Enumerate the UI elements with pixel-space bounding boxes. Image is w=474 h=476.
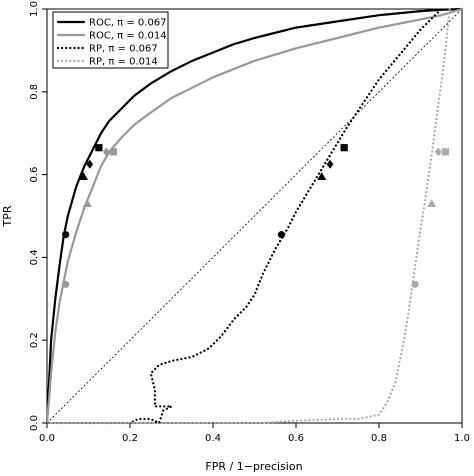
series-layer [45,7,464,425]
diagonal-reference-line [46,8,463,424]
circle-marker-5 [62,280,70,288]
y-tick-label-4: 0.8 [29,84,40,100]
x-axis-ticks: 0.0 0.2 0.4 0.6 0.8 1.0 [39,423,470,444]
x-tick-label-0: 0.0 [39,433,55,444]
series-line-4 [45,7,451,425]
y-tick-label-1: 0.2 [29,332,40,348]
x-tick-label-1: 0.2 [122,433,138,444]
triangle-marker-14 [427,199,437,207]
legend-entry-1: ROC, π = 0.067 [89,18,167,29]
y-tick-label-3: 0.6 [29,167,40,183]
series-line-2 [45,7,464,425]
y-tick-label-0: 0.0 [29,415,40,431]
square-marker-12 [340,144,348,152]
y-axis-ticks: 0.0 0.2 0.4 0.6 0.8 1.0 [29,1,47,431]
plot-frame [46,8,463,424]
legend-entry-2: ROC, π = 0.014 [89,31,167,42]
square-marker-16 [441,148,449,156]
diamond-marker-15 [434,147,442,157]
y-tick-label-5: 1.0 [29,1,40,17]
triangle-marker-6 [82,199,92,207]
x-tick-label-5: 1.0 [454,433,470,444]
legend-entry-4: RP, π = 0.014 [89,57,158,68]
x-tick-label-3: 0.6 [288,433,304,444]
legend: ROC, π = 0.067 ROC, π = 0.014 RP, π = 0.06… [52,11,169,69]
triangle-marker-2 [79,172,89,181]
diamond-marker-3 [86,159,94,169]
x-tick-label-2: 0.4 [205,433,221,444]
square-marker-4 [95,144,103,152]
marker-layer [62,144,449,288]
circle-marker-13 [411,280,419,288]
diamond-marker-7 [102,147,110,157]
circle-marker-9 [277,231,286,239]
legend-entry-3: RP, π = 0.067 [89,44,158,55]
circle-marker-1 [62,231,70,239]
diamond-marker-11 [326,159,334,169]
square-marker-8 [109,148,117,156]
triangle-marker-10 [317,172,327,181]
series-line-3 [45,7,443,425]
y-tick-label-2: 0.4 [29,249,40,265]
x-axis-label: FPR / 1−precision [205,460,302,473]
series-line-1 [45,7,464,425]
x-tick-label-4: 0.8 [371,433,387,444]
y-axis-label: TPR [1,205,14,227]
